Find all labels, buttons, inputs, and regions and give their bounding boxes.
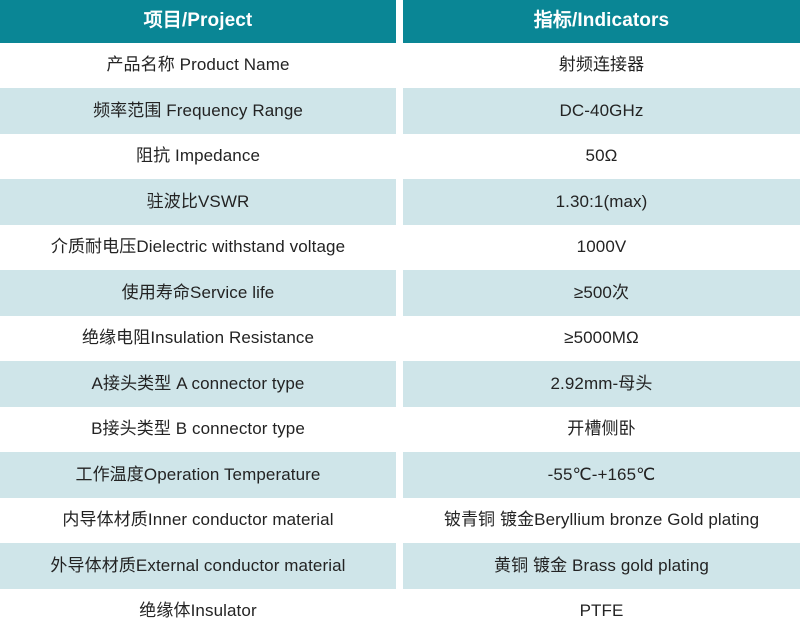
column-divider (396, 88, 403, 134)
column-divider (396, 0, 403, 43)
indicator-cell: 黄铜 镀金 Brass gold plating (403, 543, 800, 589)
column-divider (396, 224, 403, 271)
table-row: 阻抗 Impedance 50Ω (0, 133, 800, 180)
project-cell: 使用寿命Service life (0, 270, 396, 316)
project-cell: 工作温度Operation Temperature (0, 452, 396, 498)
indicator-cell: 射频连接器 (403, 43, 800, 89)
indicator-cell: 1.30:1(max) (403, 179, 800, 225)
project-cell: 驻波比VSWR (0, 179, 396, 225)
indicator-cell: 1000V (403, 224, 800, 271)
project-cell: 外导体材质External conductor material (0, 543, 396, 589)
column-divider (396, 361, 403, 407)
table-row: 绝缘体Insulator PTFE (0, 588, 800, 634)
project-cell: A接头类型 A connector type (0, 361, 396, 407)
column-divider (396, 497, 403, 544)
project-cell: 内导体材质Inner conductor material (0, 497, 396, 544)
column-divider (396, 43, 403, 89)
table-row: B接头类型 B connector type 开槽侧卧 (0, 406, 800, 453)
project-cell: 绝缘电阻Insulation Resistance (0, 315, 396, 362)
project-cell: B接头类型 B connector type (0, 406, 396, 453)
column-divider (396, 543, 403, 589)
indicator-cell: 铍青铜 镀金Beryllium bronze Gold plating (403, 497, 800, 544)
column-divider (396, 270, 403, 316)
project-cell: 介质耐电压Dielectric withstand voltage (0, 224, 396, 271)
column-divider (396, 179, 403, 225)
table-row: 使用寿命Service life ≥500次 (0, 270, 800, 316)
column-divider (396, 315, 403, 362)
indicator-cell: DC-40GHz (403, 88, 800, 134)
indicator-cell: PTFE (403, 588, 800, 634)
header-cell-indicators: 指标/Indicators (403, 0, 800, 43)
project-cell: 阻抗 Impedance (0, 133, 396, 180)
project-cell: 频率范围 Frequency Range (0, 88, 396, 134)
table-row: 外导体材质External conductor material 黄铜 镀金 B… (0, 543, 800, 589)
table-row: 产品名称 Product Name 射频连接器 (0, 43, 800, 89)
table-row: 绝缘电阻Insulation Resistance ≥5000MΩ (0, 315, 800, 362)
column-divider (396, 452, 403, 498)
indicator-cell: 2.92mm-母头 (403, 361, 800, 407)
table-row: 内导体材质Inner conductor material 铍青铜 镀金Bery… (0, 497, 800, 544)
header-row: 项目/Project 指标/Indicators (0, 0, 800, 43)
header-cell-project: 项目/Project (0, 0, 396, 43)
table-row: 介质耐电压Dielectric withstand voltage 1000V (0, 224, 800, 271)
project-cell: 产品名称 Product Name (0, 43, 396, 89)
table-row: 驻波比VSWR 1.30:1(max) (0, 179, 800, 225)
indicator-cell: ≥5000MΩ (403, 315, 800, 362)
indicator-cell: 50Ω (403, 133, 800, 180)
column-divider (396, 133, 403, 180)
table-row: 工作温度Operation Temperature -55℃-+165℃ (0, 452, 800, 498)
column-divider (396, 406, 403, 453)
indicator-cell: 开槽侧卧 (403, 406, 800, 453)
indicator-cell: ≥500次 (403, 270, 800, 316)
project-cell: 绝缘体Insulator (0, 588, 396, 634)
indicator-cell: -55℃-+165℃ (403, 452, 800, 498)
table-row: A接头类型 A connector type 2.92mm-母头 (0, 361, 800, 407)
column-divider (396, 588, 403, 634)
table-row: 频率范围 Frequency Range DC-40GHz (0, 88, 800, 134)
